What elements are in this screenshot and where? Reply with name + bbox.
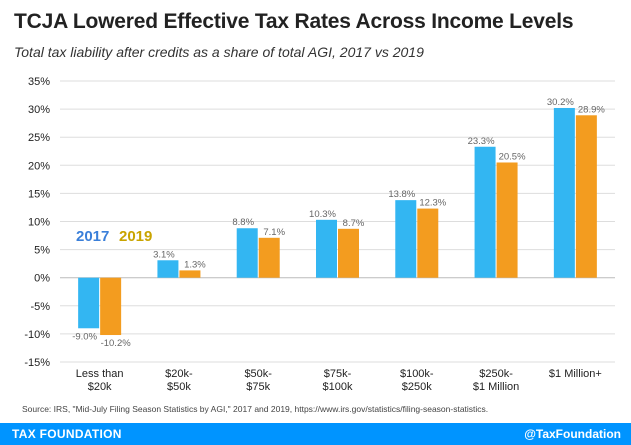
bar-2017	[78, 277, 100, 329]
bar-2019	[179, 270, 201, 278]
data-label: -9.0%	[72, 331, 97, 342]
bar-2017	[553, 107, 575, 278]
x-category-label: $1 Million	[473, 381, 519, 393]
bar-2019	[417, 208, 439, 278]
y-tick-label: -10%	[24, 329, 50, 341]
y-tick-label: 5%	[34, 245, 50, 257]
data-label: 3.1%	[153, 249, 175, 260]
data-label: 30.2%	[547, 97, 574, 108]
bar-2019	[575, 115, 597, 278]
bar-2017	[157, 260, 179, 278]
data-label: 12.3%	[419, 198, 446, 209]
y-tick-label: 20%	[28, 160, 50, 172]
brand-name: TAX FOUNDATION	[12, 427, 122, 441]
chart-subtitle: Total tax liability after credits as a s…	[14, 44, 424, 60]
bar-2019	[258, 237, 280, 278]
bar-2019	[496, 162, 518, 278]
y-tick-label: 10%	[28, 217, 50, 229]
data-label: 23.3%	[468, 136, 495, 147]
x-category-label: $100k-	[400, 368, 434, 380]
bar-2017	[474, 146, 496, 278]
y-tick-label: 0%	[34, 273, 50, 285]
y-tick-label: -5%	[30, 301, 50, 313]
x-category-label: $100k	[323, 381, 353, 393]
x-category-label: $1 Million+	[549, 368, 602, 380]
bar-2017	[316, 219, 337, 278]
x-category-label: $50k-	[244, 368, 272, 380]
data-label: 1.3%	[184, 259, 206, 270]
y-tick-label: 25%	[28, 132, 50, 144]
bar-2019	[338, 228, 359, 278]
chart-title: TCJA Lowered Effective Tax Rates Across …	[14, 10, 574, 33]
bar-chart: 35% 30% 25% 20% 15% 10% 5% 0% -5% -10% -15% -9.0% -1…	[24, 76, 615, 393]
data-label: -10.2%	[101, 338, 132, 349]
x-category-label: $250k	[402, 381, 432, 393]
x-category-label: $75k	[246, 381, 270, 393]
data-label: 28.9%	[578, 104, 605, 115]
bar-2017	[395, 200, 417, 278]
x-category-label: $250k-	[479, 368, 513, 380]
x-category-label: $75k-	[324, 368, 352, 380]
legend-2019: 2019	[119, 228, 152, 245]
y-tick-label: 30%	[28, 104, 50, 116]
social-handle: @TaxFoundation	[524, 427, 621, 441]
y-tick-label: 15%	[28, 188, 50, 200]
data-label: 20.5%	[499, 151, 526, 162]
legend-2017: 2017	[76, 228, 109, 245]
data-label: 8.8%	[232, 217, 254, 228]
source-note: Source: IRS, "Mid-July Filing Season Sta…	[22, 404, 489, 414]
y-tick-label: 35%	[28, 76, 50, 88]
data-label: 8.7%	[343, 218, 365, 229]
bar-2017	[236, 228, 258, 278]
x-category-label: Less than	[76, 368, 124, 380]
x-category-label: $50k	[167, 381, 191, 393]
bar-2019	[100, 277, 122, 336]
data-label: 7.1%	[263, 227, 285, 238]
data-label: 10.3%	[309, 209, 336, 220]
footer-bar: TAX FOUNDATION @TaxFoundation	[0, 423, 631, 445]
y-tick-label: -15%	[24, 357, 50, 369]
x-category-label: $20k-	[165, 368, 193, 380]
x-category-label: $20k	[88, 381, 112, 393]
data-label: 13.8%	[388, 189, 415, 200]
